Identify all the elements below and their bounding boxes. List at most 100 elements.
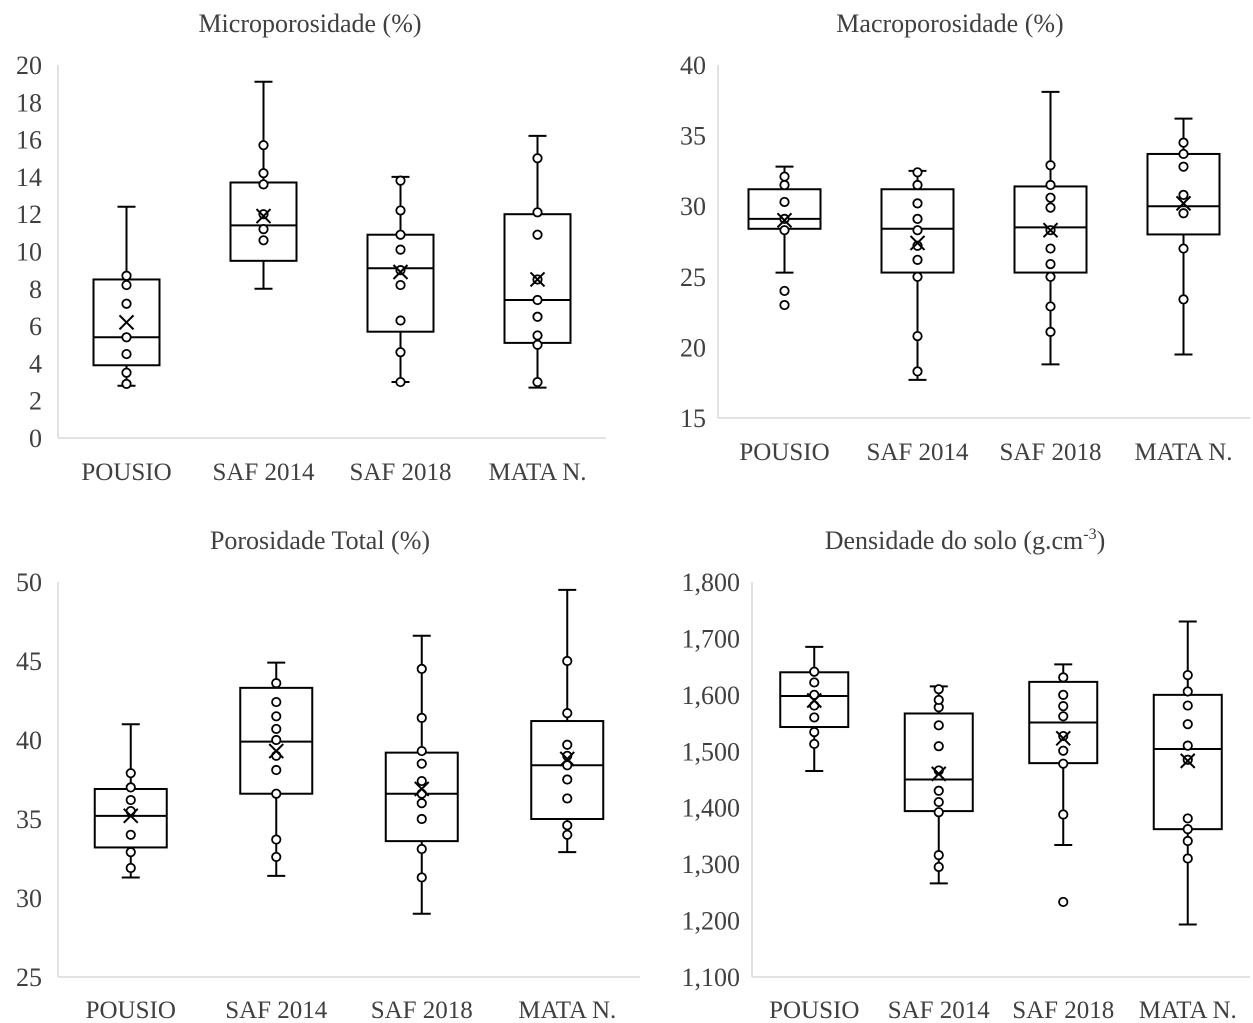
data-point: [395, 175, 406, 186]
data-point: [933, 684, 944, 695]
data-point: [1182, 740, 1193, 751]
data-point: [562, 820, 573, 831]
data-point: [532, 153, 543, 164]
data-point: [532, 339, 543, 350]
mean-marker: [1042, 222, 1059, 238]
data-point: [271, 788, 282, 799]
box-pousio: [779, 645, 850, 773]
y-tick-label: 25: [16, 963, 42, 992]
data-point: [1045, 271, 1056, 282]
data-point: [271, 734, 282, 746]
mean-marker: [1175, 195, 1192, 212]
data-point: [1182, 853, 1193, 864]
chart-2: Macroporosidade (%) 15 20 25 30 35 40 POUSIO SAF…: [680, 9, 1250, 466]
chart-title: Microporosidade (%): [198, 9, 421, 38]
mean-marker: [559, 751, 575, 767]
mean-marker: [123, 808, 139, 824]
box-saf-2014: [229, 80, 298, 290]
data-point: [416, 663, 427, 675]
data-point: [395, 265, 406, 276]
chart-title-superscript: -3: [1083, 526, 1096, 543]
data-point: [532, 294, 543, 306]
data-point: [912, 167, 923, 178]
mean-marker: [1180, 753, 1196, 769]
data-point: [809, 726, 820, 738]
data-point: [1058, 672, 1069, 683]
data-point: [809, 689, 820, 700]
data-point: [125, 782, 136, 793]
y-tick-label: 45: [16, 647, 42, 676]
box-mata-n: [530, 588, 605, 854]
y-tick-label: 6: [29, 312, 42, 341]
x-category-label: POUSIO: [739, 439, 829, 466]
x-category-label: SAF 2018: [371, 997, 473, 1023]
data-point: [271, 711, 282, 722]
y-tick-label: 2: [29, 387, 42, 416]
data-point: [933, 861, 944, 873]
y-tick-label: 14: [16, 163, 42, 192]
chart-4: Densidade do solo (g.cm-3) 1,100 1,200 1,30…: [682, 526, 1250, 1023]
data-point: [416, 813, 427, 825]
data-point: [125, 794, 136, 806]
data-point: [933, 720, 944, 731]
data-point: [121, 367, 132, 378]
y-tick-label: 0: [29, 424, 42, 453]
box-saf-2018: [366, 175, 435, 388]
data-point: [1178, 148, 1189, 160]
data-point: [933, 807, 944, 818]
y-tick-label: 15: [680, 404, 706, 433]
data-point: [562, 739, 573, 750]
mean-marker: [909, 235, 926, 251]
x-category-label: POUSIO: [81, 459, 171, 486]
data-point: [125, 862, 136, 874]
y-tick-label: 1,500: [682, 737, 741, 766]
data-point: [779, 285, 790, 297]
data-point: [1058, 809, 1069, 820]
y-tick-label: 25: [680, 263, 706, 292]
data-point: [933, 785, 944, 796]
y-tick-label: 10: [16, 238, 42, 267]
data-point: [1045, 192, 1056, 203]
data-point: [532, 330, 543, 341]
data-point: [1182, 813, 1193, 824]
data-point: [532, 311, 543, 322]
data-point: [532, 229, 543, 240]
data-point: [1182, 670, 1193, 681]
data-point: [562, 793, 573, 804]
box-body: [229, 181, 298, 262]
data-point: [562, 708, 573, 719]
data-point: [125, 768, 136, 779]
data-point: [809, 677, 820, 688]
x-category-label: MATA N.: [1139, 997, 1237, 1023]
data-point: [395, 205, 406, 216]
chart-title-text: Porosidade Total (%): [210, 526, 430, 555]
box-saf-2014: [903, 684, 974, 885]
data-point: [125, 847, 136, 858]
y-tick-label: 4: [29, 349, 42, 378]
x-category-label: POUSIO: [86, 997, 176, 1023]
mean-marker: [1055, 730, 1071, 747]
chart-title: Porosidade Total (%): [210, 526, 430, 555]
mean-marker: [931, 766, 947, 782]
y-tick-label: 1,400: [682, 794, 741, 823]
x-category-label: SAF 2014: [866, 439, 969, 466]
mean-marker: [255, 208, 272, 224]
data-point: [121, 378, 132, 390]
data-point: [933, 694, 944, 706]
box-mata-n: [1152, 620, 1223, 926]
data-point: [779, 171, 790, 182]
data-point: [258, 224, 269, 235]
data-point: [1045, 160, 1056, 171]
data-point: [562, 760, 573, 771]
data-point: [779, 225, 790, 236]
data-point: [121, 279, 132, 291]
y-tick-label: 40: [680, 51, 706, 80]
x-category-label: SAF 2018: [349, 459, 451, 486]
x-category-label: POUSIO: [769, 997, 859, 1023]
data-point: [1178, 161, 1189, 172]
y-tick-label: 18: [16, 88, 42, 117]
data-point: [271, 834, 282, 845]
box-saf-2014: [239, 661, 314, 877]
y-tick-label: 1,800: [682, 568, 741, 597]
